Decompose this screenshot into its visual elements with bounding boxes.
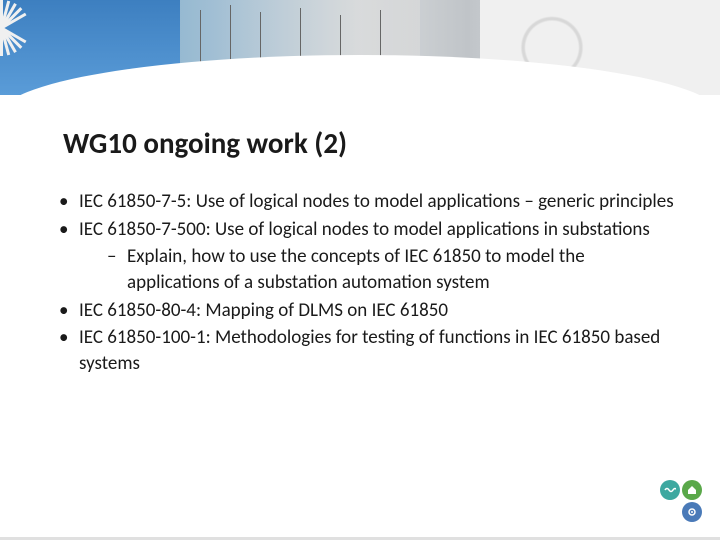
bullet-list: IEC 61850-7-5: Use of logical nodes to m… (55, 189, 675, 376)
sub-bullet-text: Explain, how to use the concepts of IEC … (127, 245, 585, 294)
gear-icon (682, 502, 702, 522)
bullet-item: IEC 61850-7-5: Use of logical nodes to m… (55, 189, 675, 215)
bullet-text: IEC 61850-80-4: Mapping of DLMS on IEC 6… (79, 299, 448, 322)
bullet-item: IEC 61850-80-4: Mapping of DLMS on IEC 6… (55, 298, 675, 324)
slide-title: WG10 ongoing work (2) (55, 125, 675, 161)
header-banner (0, 0, 720, 95)
bullet-text: IEC 61850-100-1: Methodologies for testi… (79, 326, 660, 375)
bullet-text: IEC 61850-7-500: Use of logical nodes to… (79, 218, 650, 241)
home-icon (682, 480, 702, 500)
footer-icons (660, 480, 702, 522)
bullet-item: IEC 61850-7-500: Use of logical nodes to… (55, 217, 675, 296)
wave-icon (660, 480, 680, 500)
slide-content: WG10 ongoing work (2) IEC 61850-7-5: Use… (0, 95, 720, 398)
bullet-item: IEC 61850-100-1: Methodologies for testi… (55, 325, 675, 376)
bullet-text: IEC 61850-7-5: Use of logical nodes to m… (79, 190, 674, 213)
sub-bullet-item: Explain, how to use the concepts of IEC … (107, 244, 675, 295)
sub-bullet-list: Explain, how to use the concepts of IEC … (79, 244, 675, 295)
